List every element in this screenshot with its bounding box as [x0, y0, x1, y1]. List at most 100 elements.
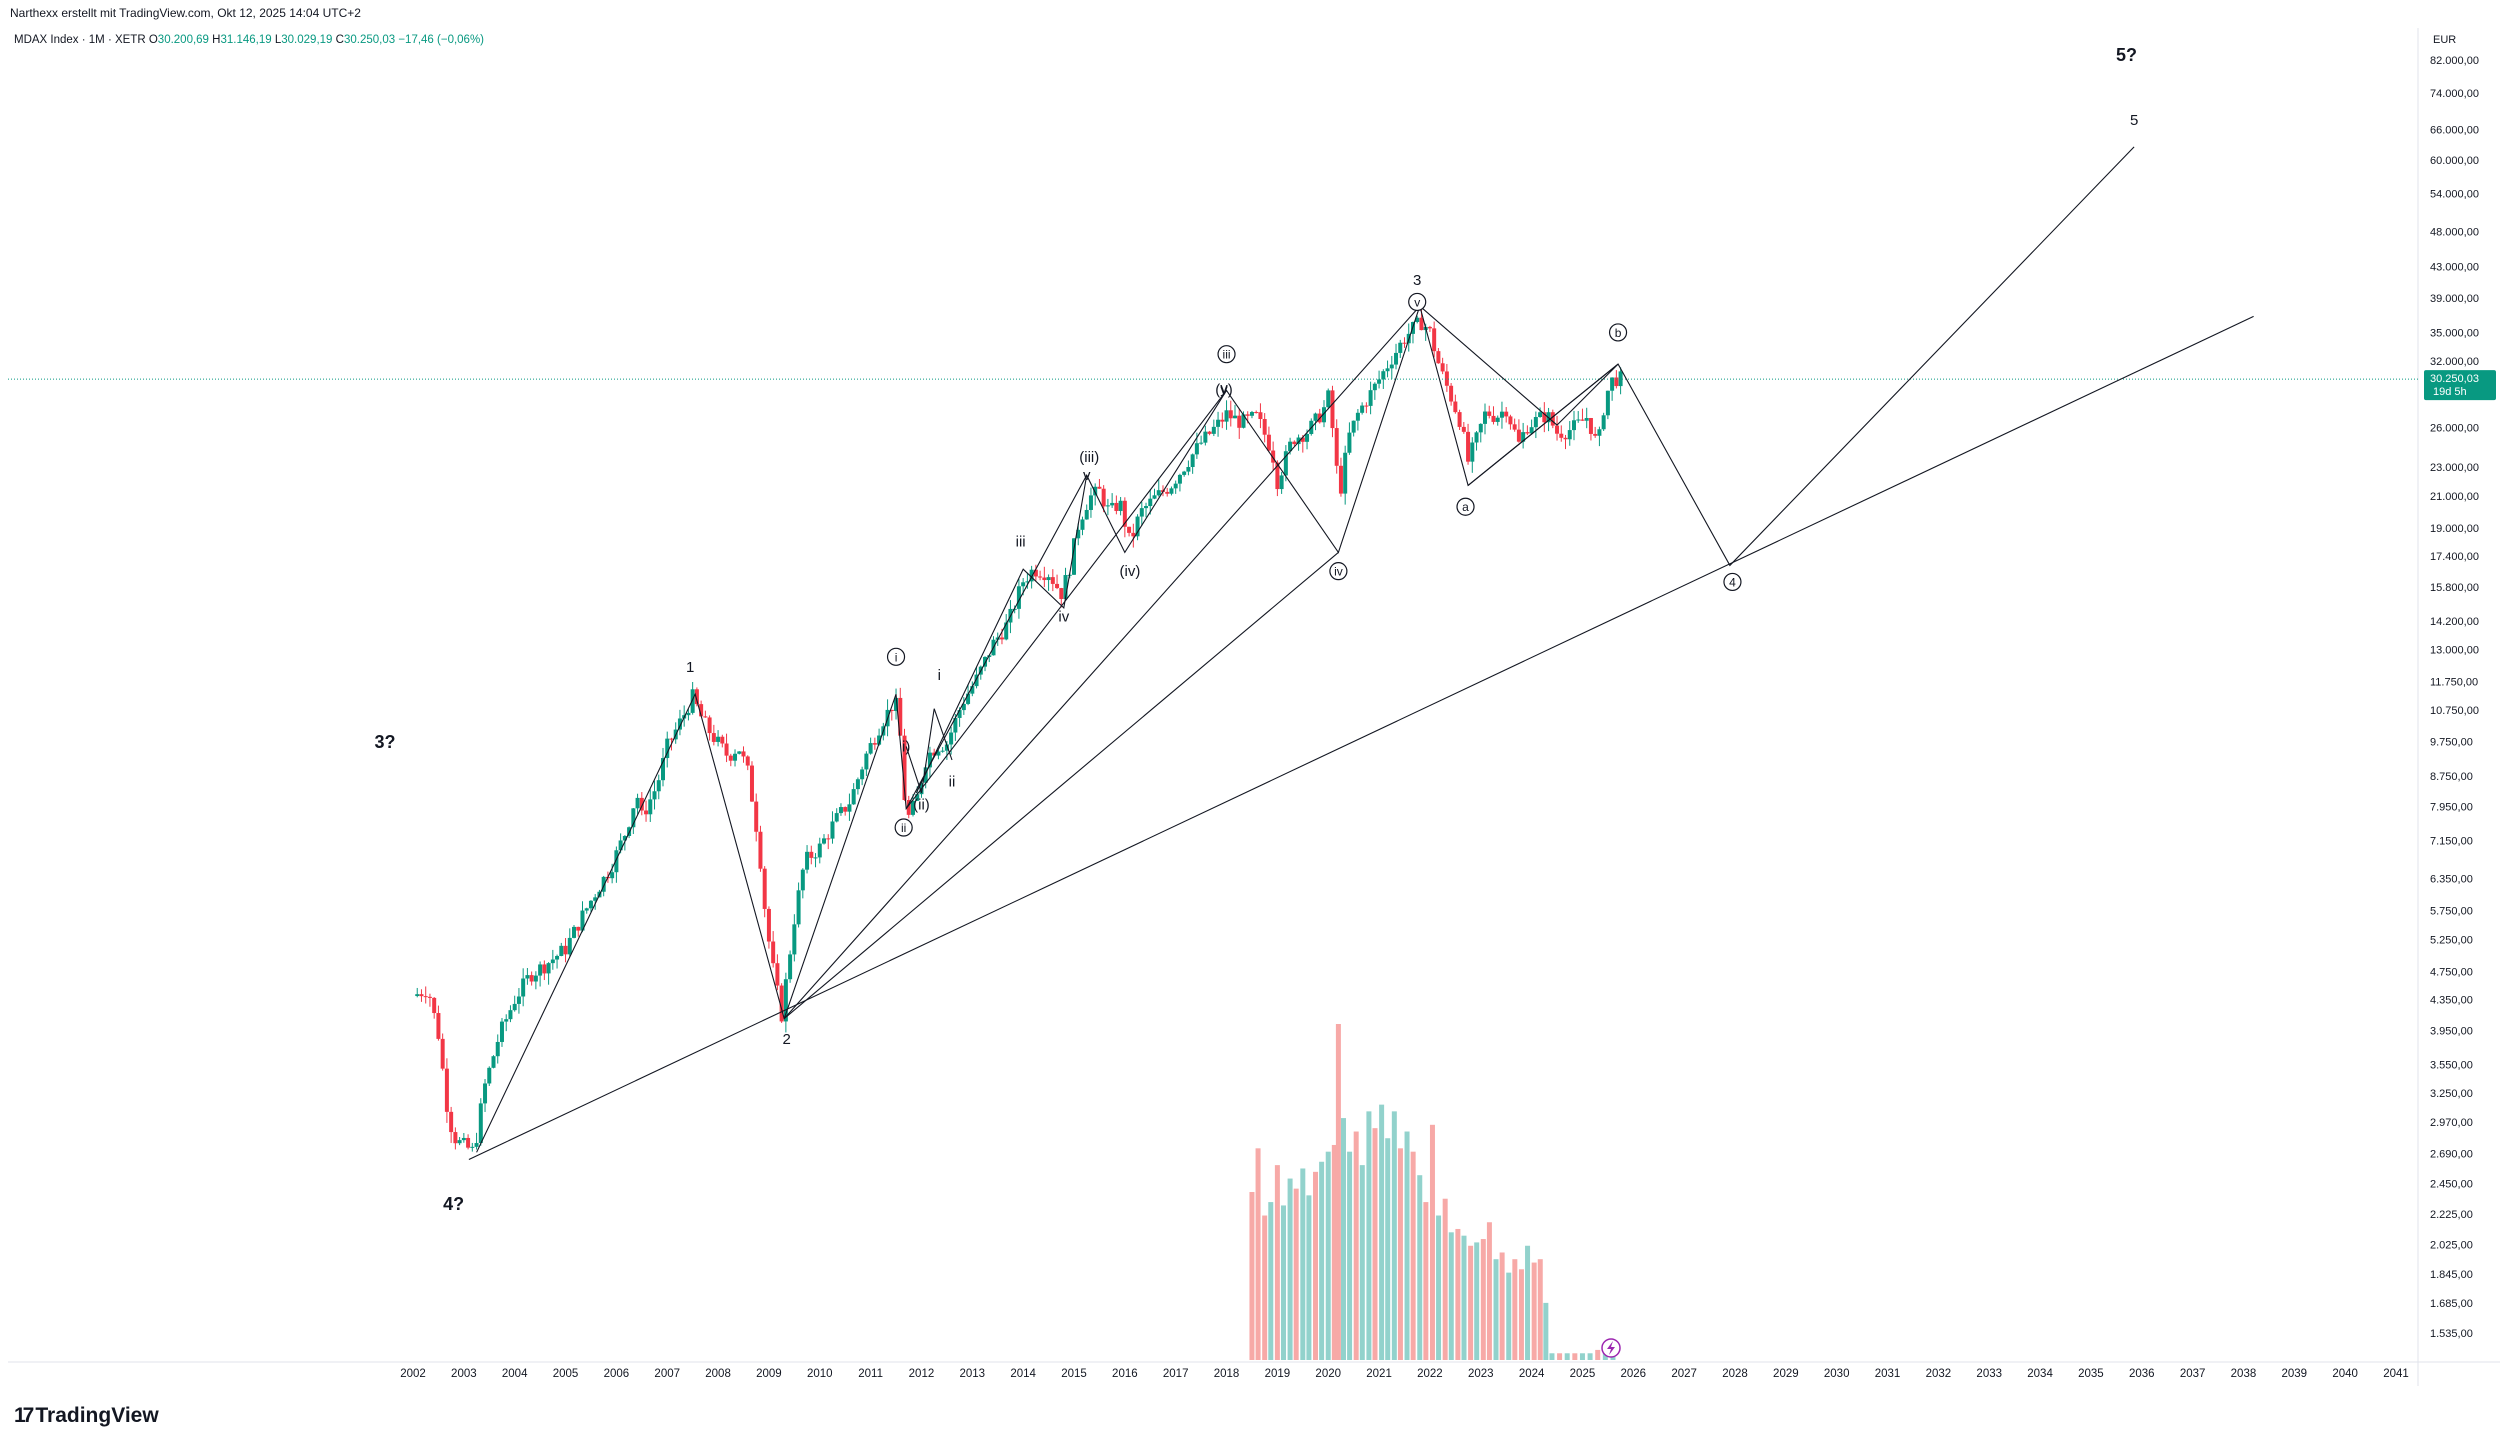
candle-body — [1487, 411, 1492, 416]
candle-body — [1597, 429, 1602, 436]
y-tick-label: 10.750,00 — [2430, 705, 2479, 717]
x-tick-label: 2020 — [1315, 1368, 1341, 1380]
x-tick-label: 2021 — [1366, 1368, 1392, 1380]
x-tick-label: 2005 — [553, 1368, 579, 1380]
wave-lines[interactable] — [468, 146, 2254, 1160]
candle-body — [872, 743, 877, 745]
x-tick-label: 2036 — [2129, 1368, 2155, 1380]
close-label: C — [335, 34, 344, 46]
candle-body — [1415, 317, 1420, 322]
wave-label: ii — [949, 774, 956, 791]
candle-body — [1216, 419, 1221, 427]
candle-body — [444, 1068, 449, 1112]
volume-bar — [1379, 1104, 1385, 1360]
candle-body — [516, 996, 521, 1004]
tv-logo-text: TradingView — [35, 1404, 159, 1427]
wave-label: ii — [901, 821, 906, 835]
candle-body — [593, 897, 598, 901]
price-axis[interactable]: 82.000,00 74.000,00 66.000,00 60.000,00 54.0… — [2430, 55, 2479, 1340]
candle-body — [822, 838, 827, 844]
candle-body — [1266, 434, 1271, 451]
volume-bar — [1579, 1353, 1585, 1360]
candle-body — [1474, 432, 1479, 443]
y-tick-label: 48.000,00 — [2430, 226, 2479, 238]
candle-body — [555, 955, 560, 960]
candle-body — [644, 810, 649, 815]
candle-body — [631, 808, 636, 828]
candle-body — [830, 821, 835, 839]
candle-body — [563, 945, 568, 955]
open-label: O — [148, 34, 158, 46]
wave-label: 3? — [375, 732, 396, 752]
candle-body — [1283, 451, 1288, 476]
candle-body — [656, 780, 661, 792]
candle-body — [1016, 586, 1021, 609]
volume-bar — [1455, 1228, 1461, 1360]
wave-line-minuette — [905, 708, 953, 794]
x-tick-label: 2031 — [1875, 1368, 1901, 1380]
candle-body — [1610, 377, 1615, 391]
candle-body — [1233, 415, 1238, 419]
candle-body — [779, 985, 784, 1022]
candle-body — [1398, 342, 1403, 353]
countdown-label: 19d 5h — [2433, 386, 2467, 398]
volume-bar — [1268, 1202, 1274, 1360]
volume-bar — [1486, 1222, 1492, 1360]
candle-body — [970, 686, 975, 694]
candle-body — [1483, 411, 1488, 424]
candle-body — [580, 910, 585, 931]
candle-body — [902, 735, 907, 800]
x-tick-label: 2010 — [807, 1368, 833, 1380]
y-tick-label: 54.000,00 — [2430, 189, 2479, 201]
lightning-icon[interactable] — [1601, 1338, 1621, 1358]
candle-body — [1533, 416, 1538, 428]
candle-body — [1300, 437, 1305, 442]
candle-body — [1114, 502, 1119, 511]
wave-label: 5 — [2130, 112, 2138, 129]
candle-body — [1042, 577, 1047, 581]
y-tick-label: 39.000,00 — [2430, 293, 2479, 305]
candle-body — [1491, 415, 1496, 422]
candle-body — [432, 997, 437, 1014]
candle-body — [483, 1083, 488, 1104]
volume-bar — [1448, 1232, 1454, 1360]
y-tick-label: 19.000,00 — [2430, 523, 2479, 535]
x-tick-label: 2027 — [1671, 1368, 1697, 1380]
y-tick-label: 2.025,00 — [2430, 1239, 2473, 1251]
candle-body — [1033, 569, 1038, 577]
candle-body — [1618, 371, 1623, 387]
wave-label: i — [938, 667, 941, 684]
candle-body — [741, 751, 746, 757]
candle-body — [1377, 379, 1382, 384]
candle-body — [1173, 483, 1178, 489]
x-tick-label: 2025 — [1570, 1368, 1596, 1380]
volume-bar — [1255, 1148, 1261, 1360]
candle-body — [1449, 385, 1454, 402]
candle-body — [1076, 529, 1081, 539]
candle-body — [745, 756, 750, 766]
candle-body — [728, 755, 733, 761]
y-tick-label: 32.000,00 — [2430, 356, 2479, 368]
x-tick-label: 2017 — [1163, 1368, 1189, 1380]
volume-bar — [1397, 1148, 1403, 1360]
candle-body — [1394, 352, 1399, 365]
tradingview-logo[interactable]: 17 TradingView — [14, 1404, 159, 1428]
candle-body — [957, 710, 962, 718]
candle-body — [1050, 577, 1055, 584]
candle-body — [1571, 420, 1576, 431]
x-tick-label: 2007 — [654, 1368, 680, 1380]
symbol-label[interactable]: MDAX Index · 1M · XETR — [14, 34, 146, 46]
wave-label-circle — [894, 818, 913, 837]
candle-body — [690, 689, 695, 713]
time-axis[interactable]: 2002 2003 2004 2005 2006 2007 2008 2009 2010 2011… — [400, 1368, 2409, 1380]
candle-body — [1512, 424, 1517, 430]
candle-body — [567, 937, 572, 955]
candle-body — [1025, 581, 1030, 583]
volume-bar — [1274, 1165, 1280, 1360]
candle-body — [1088, 495, 1093, 510]
candle-body — [572, 926, 577, 938]
candle-body — [927, 752, 932, 768]
open-value: 30.200,69 — [157, 34, 209, 46]
candle-body — [1461, 426, 1466, 432]
